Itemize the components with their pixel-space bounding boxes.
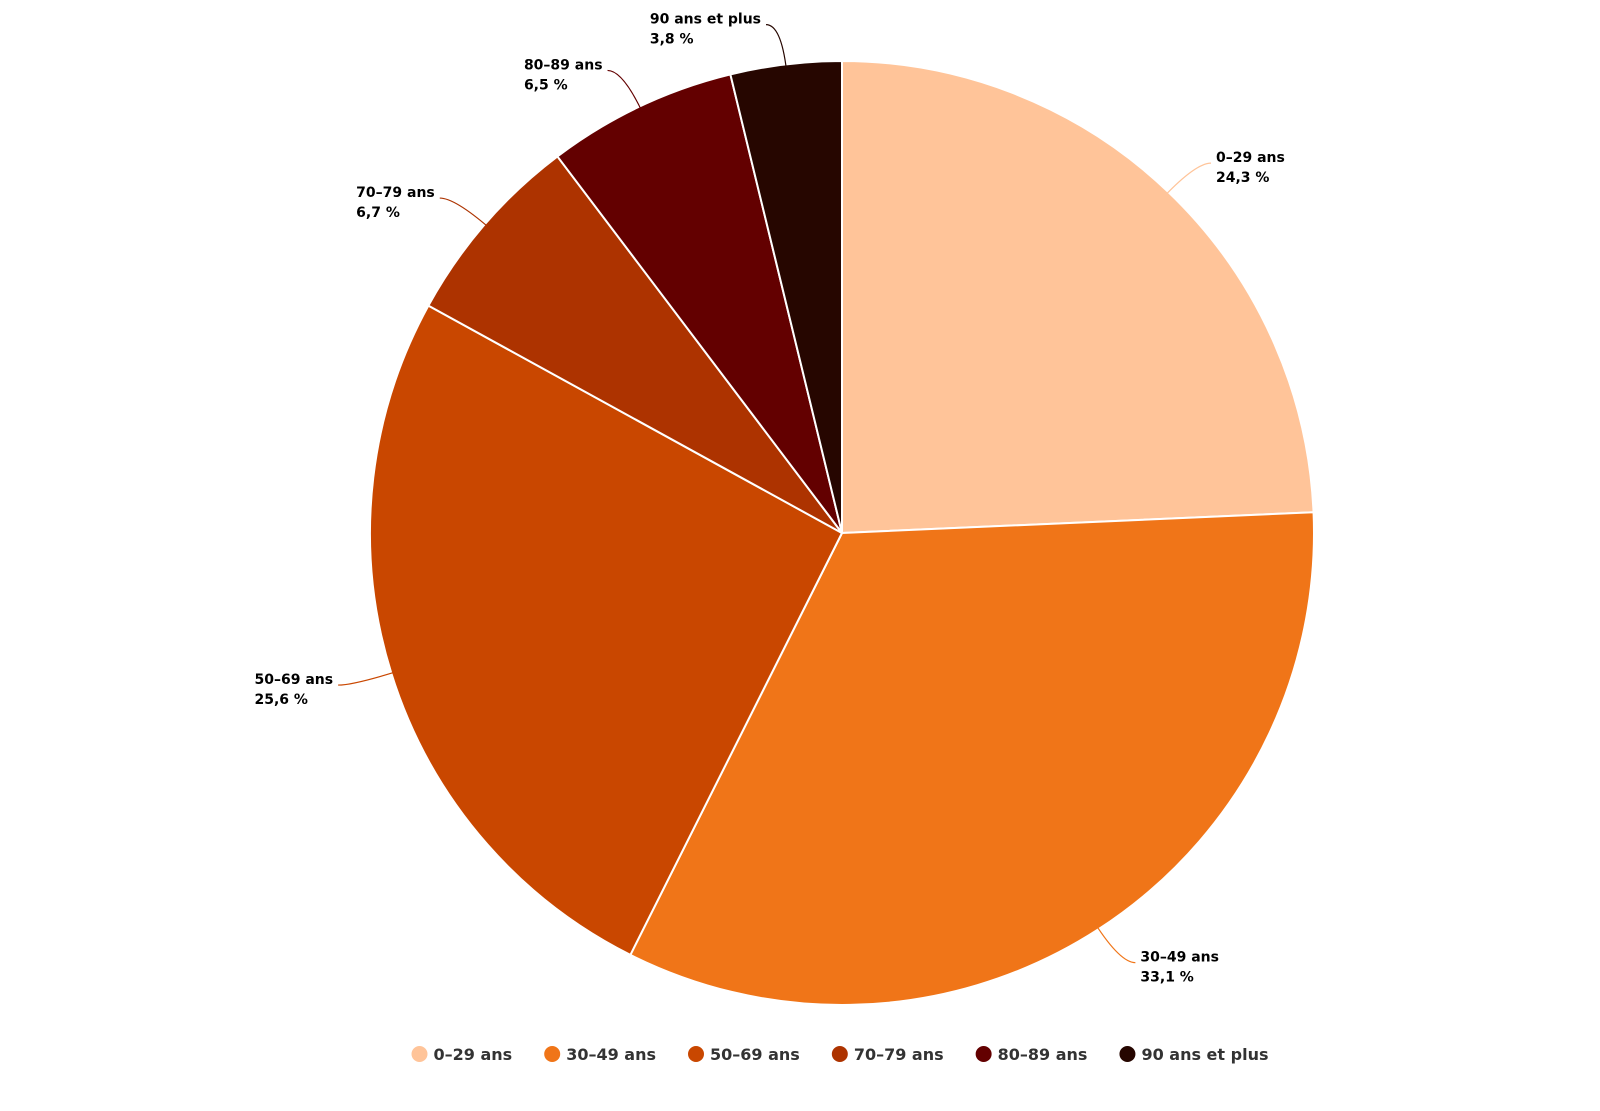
legend-label: 0–29 ans (434, 1045, 513, 1064)
legend-label: 70–79 ans (854, 1045, 944, 1064)
data-label-category: 90 ans et plus (650, 12, 761, 28)
data-label-category: 30–49 ans (1140, 950, 1219, 966)
legend: 0–29 ans 30–49 ans 50–69 ans 70–79 ans 80–89… (411, 1045, 1268, 1064)
data-label: 90 ans et plus 3,8 % (650, 12, 761, 48)
data-label-category: 0–29 ans (1216, 150, 1285, 166)
data-label: 80–89 ans 6,5 % (524, 57, 603, 93)
legend-item[interactable]: 90 ans et plus (1119, 1045, 1268, 1064)
data-label-value: 6,5 % (524, 77, 568, 93)
connector-line (607, 69, 643, 113)
connector-line (338, 670, 398, 686)
legend-item[interactable]: 0–29 ans (411, 1045, 513, 1064)
legend-label: 30–49 ans (566, 1045, 656, 1064)
legend-marker (544, 1046, 561, 1062)
legend-marker (1119, 1046, 1136, 1062)
connector-line (1163, 162, 1212, 197)
legend-marker (831, 1046, 848, 1062)
legend-item[interactable]: 50–69 ans (688, 1045, 800, 1064)
data-label-value: 25,6 % (255, 692, 308, 708)
data-label-category: 70–79 ans (356, 185, 435, 201)
legend-item[interactable]: 70–79 ans (831, 1045, 944, 1064)
legend-item[interactable]: 30–49 ans (544, 1045, 656, 1064)
data-label-value: 6,7 % (356, 205, 400, 221)
connector-line (765, 24, 788, 71)
legend-label: 80–89 ans (998, 1045, 1088, 1064)
legend-item[interactable]: 80–89 ans (975, 1045, 1088, 1064)
connector-line (439, 197, 490, 229)
data-label-category: 50–69 ans (255, 672, 334, 688)
connector-line (1094, 923, 1136, 964)
pie-slice[interactable] (841, 59, 1315, 535)
legend-marker (975, 1046, 992, 1062)
data-label-value: 24,3 % (1216, 170, 1269, 186)
data-label-value: 33,1 % (1140, 970, 1193, 986)
legend-label: 90 ans et plus (1141, 1045, 1268, 1064)
legend-marker (688, 1046, 705, 1062)
data-label-category: 80–89 ans (524, 57, 603, 73)
legend-marker (411, 1046, 428, 1062)
data-label: 30–49 ans 33,1 % (1140, 950, 1219, 986)
data-label: 0–29 ans 24,3 % (1216, 150, 1285, 186)
data-label: 50–69 ans 25,6 % (255, 672, 334, 708)
data-label-value: 3,8 % (650, 32, 694, 48)
data-label: 70–79 ans 6,7 % (356, 185, 435, 221)
legend-label: 50–69 ans (710, 1045, 800, 1064)
